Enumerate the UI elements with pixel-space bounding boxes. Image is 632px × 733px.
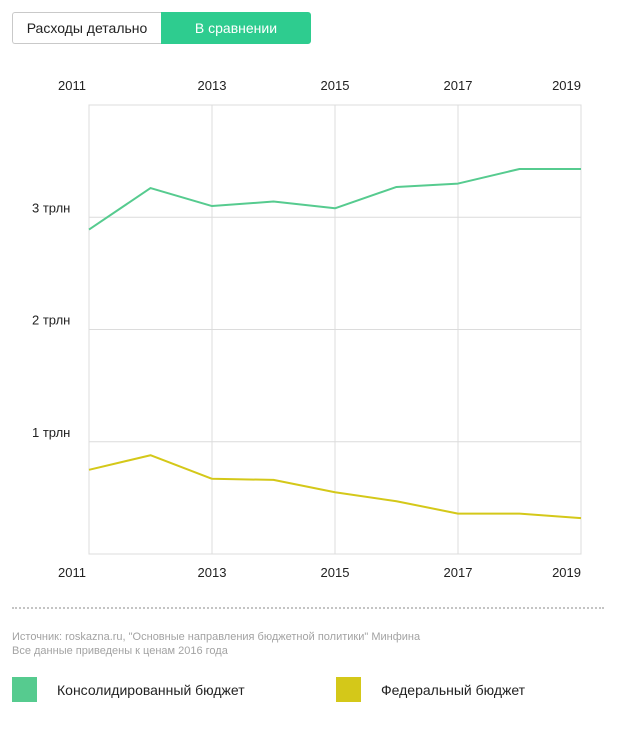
series-line-consolidated — [88, 167, 581, 231]
source-note: Источник: roskazna.ru, "Основные направл… — [12, 631, 421, 643]
legend-swatch-federal — [336, 677, 361, 702]
x-tick-label-bottom: 2019 — [552, 565, 581, 580]
prices-note: Все данные приведены к ценам 2016 года — [12, 645, 228, 657]
tab-detail[interactable]: Расходы детально — [12, 12, 161, 44]
legend-label-federal: Федеральный бюджет — [381, 681, 526, 698]
x-tick-label-top: 2015 — [321, 78, 350, 93]
x-tick-label-top: 2017 — [444, 78, 473, 93]
x-tick-label-bottom: 2013 — [198, 565, 227, 580]
legend-swatch-consolidated — [12, 677, 37, 702]
y-tick-label: 3 трлн — [32, 200, 70, 215]
legend-item-consolidated: Консолидированный бюджет — [12, 677, 245, 702]
series-line-federal — [88, 454, 582, 520]
x-tick-label-top: 2011 — [58, 78, 86, 93]
line-chart: 1 трлн 2 трлн 3 трлн 2011 2011 2013 2013 2015 20… — [32, 78, 582, 580]
x-tick-label-top: 2013 — [198, 78, 227, 93]
x-tick-label-bottom: 2015 — [321, 565, 350, 580]
y-tick-label: 1 трлн — [32, 425, 70, 440]
tab-compare[interactable]: В сравнении — [161, 12, 311, 44]
x-tick-label-bottom: 2017 — [444, 565, 473, 580]
view-tabs: Расходы детально В сравнении — [12, 12, 311, 44]
divider — [12, 607, 604, 609]
x-tick-label-bottom: 2011 — [58, 565, 86, 580]
legend-label-consolidated: Консолидированный бюджет — [57, 681, 245, 698]
legend-item-federal: Федеральный бюджет — [336, 677, 525, 702]
x-tick-label-top: 2019 — [552, 78, 581, 93]
y-tick-label: 2 трлн — [32, 313, 70, 328]
